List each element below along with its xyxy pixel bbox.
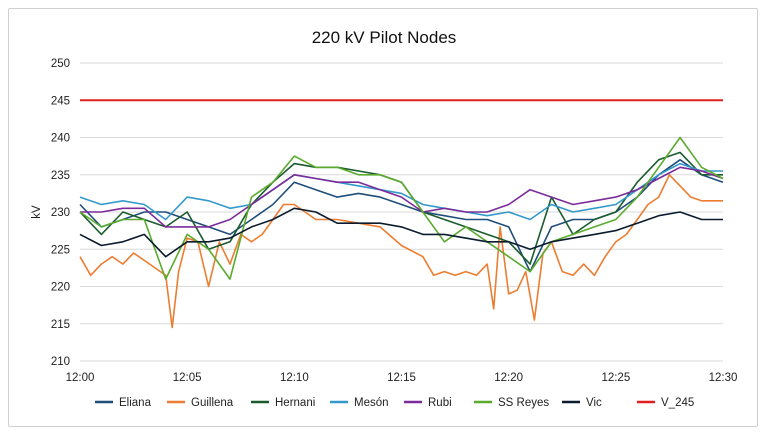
- y-tick-label: 250: [51, 58, 70, 70]
- y-tick-label: 230: [51, 207, 70, 219]
- chart-frame: [8, 8, 758, 427]
- y-axis-label: kV: [31, 205, 43, 219]
- x-tick-label: 12:25: [601, 372, 630, 384]
- y-tick-label: 235: [51, 170, 70, 182]
- x-tick-label: 12:20: [494, 372, 523, 384]
- legend-label: Vic: [586, 397, 602, 409]
- legend-label: SS Reyes: [498, 397, 549, 409]
- y-ticks: 210 215 220 225 230 235 240 245 250: [51, 58, 70, 368]
- y-tick-label: 215: [51, 319, 70, 331]
- y-tick-label: 220: [51, 282, 70, 294]
- x-ticks: 12:00 12:05 12:10 12:15 12:20 12:25 12:30: [66, 372, 738, 384]
- legend-label: Hernani: [275, 397, 315, 409]
- legend-label: Mesón: [354, 397, 389, 409]
- y-tick-label: 240: [51, 133, 70, 145]
- gridlines: [80, 62, 723, 362]
- x-tick-label: 12:00: [66, 372, 95, 384]
- y-tick-label: 225: [51, 244, 70, 256]
- y-tick-label: 245: [51, 95, 70, 107]
- y-tick-label: 210: [51, 356, 70, 368]
- legend-label: V_245: [661, 397, 694, 409]
- x-tick-label: 12:05: [173, 372, 202, 384]
- series-lines: [79, 99, 724, 329]
- x-tick-label: 12:10: [280, 372, 309, 384]
- legend-label: Eliana: [119, 397, 152, 409]
- x-tick-label: 12:15: [387, 372, 416, 384]
- series-line-guillena: [79, 174, 723, 329]
- x-tick-label: 12:30: [709, 372, 738, 384]
- series-line-rubi: [80, 166, 724, 228]
- series-line-eliana: [79, 159, 724, 273]
- series-line-vic: [79, 207, 723, 258]
- legend-label: Rubi: [428, 397, 452, 409]
- series-line-mes-n: [79, 162, 723, 221]
- legend: Eliana Guillena Hernani Mesón Rubi SS Reyes Vi…: [95, 397, 694, 409]
- legend-label: Guillena: [191, 397, 234, 409]
- chart-title: 220 kV Pilot Nodes: [312, 28, 457, 47]
- series-line-ss-reyes: [79, 136, 724, 280]
